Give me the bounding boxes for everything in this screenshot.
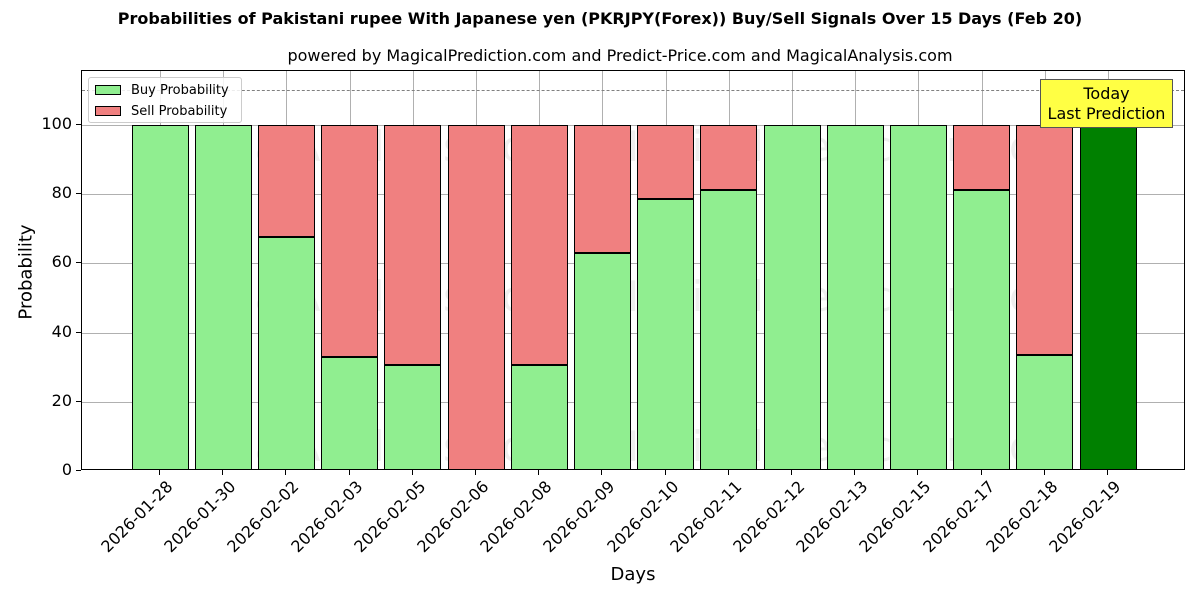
x-tick-mark xyxy=(601,470,603,475)
bar-sell xyxy=(573,124,631,254)
annotation-line1: Today xyxy=(1083,84,1130,103)
bar-buy xyxy=(573,253,631,469)
x-tick-mark xyxy=(159,470,160,475)
bar-buy xyxy=(1016,355,1074,469)
y-tick-label: 40 xyxy=(51,321,72,341)
x-tick-mark xyxy=(222,470,224,475)
x-tick-mark xyxy=(538,470,540,475)
x-tick-mark xyxy=(727,470,729,475)
bar-sell xyxy=(257,124,315,238)
legend-item-buy: Buy Probability xyxy=(95,82,229,98)
bar-sell xyxy=(953,124,1011,191)
y-tick-mark xyxy=(76,470,81,471)
y-tick-label: 20 xyxy=(51,390,72,410)
grid-line-h xyxy=(82,263,1184,265)
bar-buy xyxy=(384,365,442,469)
x-tick-mark xyxy=(285,470,287,475)
legend-item-sell: Sell Probability xyxy=(95,103,227,119)
x-tick-mark xyxy=(348,470,350,475)
buy-swatch-icon xyxy=(95,85,121,95)
x-tick-mark xyxy=(854,470,856,475)
bar-sell xyxy=(700,124,758,191)
x-axis-title: Days xyxy=(610,564,656,585)
grid-line-h xyxy=(82,332,1184,334)
bar-sell xyxy=(1016,124,1074,356)
bar-buy xyxy=(763,124,821,469)
bar-buy xyxy=(510,365,568,469)
y-tick-mark xyxy=(76,193,81,195)
grid-line-h xyxy=(82,124,1184,126)
x-tick-mark xyxy=(411,470,413,475)
y-axis-title: Probability xyxy=(15,224,37,320)
grid-line-h xyxy=(82,401,1184,403)
bar-buy xyxy=(889,124,947,469)
y-tick-mark xyxy=(76,400,81,402)
x-tick-mark xyxy=(1107,470,1108,475)
y-tick-label: 80 xyxy=(51,183,72,203)
bar-buy xyxy=(953,190,1011,469)
bar-buy xyxy=(194,124,252,469)
bar-buy xyxy=(700,190,758,469)
bar-buy xyxy=(131,124,189,469)
bar-sell xyxy=(510,124,568,366)
today-annotation: Today Last Prediction xyxy=(1040,79,1173,128)
y-tick-mark xyxy=(76,331,81,333)
x-tick-mark xyxy=(917,470,919,475)
sell-swatch-icon xyxy=(95,106,121,116)
plot-area: MagicalAnalysis.comMagicalPrediction.com… xyxy=(81,70,1185,470)
chart-title: Probabilities of Pakistani rupee With Ja… xyxy=(117,9,1083,28)
annotation-line2: Last Prediction xyxy=(1047,104,1166,123)
x-tick-mark xyxy=(791,470,792,475)
x-tick-mark xyxy=(980,470,982,475)
x-tick-mark xyxy=(475,470,476,475)
x-tick-mark xyxy=(664,470,666,475)
bar-buy xyxy=(257,237,315,469)
y-tick-mark xyxy=(76,123,81,125)
bar-buy xyxy=(637,199,695,469)
bar-buy xyxy=(321,357,379,469)
bar-buy xyxy=(826,124,884,469)
x-tick-mark xyxy=(1043,470,1045,475)
y-tick-label: 60 xyxy=(51,252,72,272)
chart-subtitle: powered by MagicalPrediction.com and Pre… xyxy=(287,46,953,65)
bar-sell xyxy=(637,124,695,200)
bar-sell xyxy=(384,124,442,366)
legend: Buy Probability Sell Probability xyxy=(88,77,242,123)
y-tick-label: 100 xyxy=(41,113,72,133)
y-tick-mark xyxy=(76,262,81,264)
bar-today xyxy=(1079,124,1137,469)
legend-label-sell: Sell Probability xyxy=(131,103,228,119)
y-tick-label: 0 xyxy=(61,460,72,479)
legend-label-buy: Buy Probability xyxy=(131,82,229,98)
reference-line xyxy=(82,90,1184,92)
grid-line-h xyxy=(82,194,1184,196)
bar-sell xyxy=(321,124,379,358)
bar-sell xyxy=(447,124,505,469)
